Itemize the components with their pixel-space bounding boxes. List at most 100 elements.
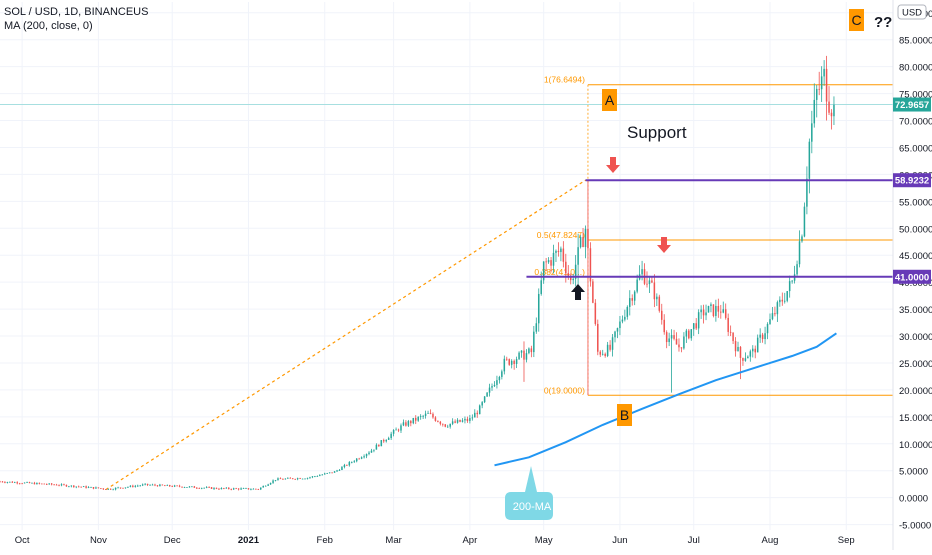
candle-body	[577, 247, 579, 265]
candle-body	[688, 330, 690, 339]
candle	[815, 84, 818, 118]
candle-body	[178, 485, 181, 487]
candle	[439, 420, 442, 426]
candle	[18, 482, 21, 485]
candle-body	[11, 481, 14, 483]
candle-body	[282, 478, 284, 480]
candle	[592, 279, 594, 304]
candle-body	[122, 487, 124, 489]
candle-body	[722, 309, 725, 313]
candle	[215, 487, 218, 490]
candle	[316, 475, 319, 477]
candle-body	[188, 486, 191, 488]
candle-body	[530, 348, 533, 353]
candle-body	[678, 344, 680, 348]
candle	[360, 456, 363, 460]
candle	[390, 431, 392, 440]
time-tick-label: Oct	[15, 535, 30, 546]
candle	[333, 471, 336, 473]
ma-200-polyline	[494, 332, 837, 467]
candle-body	[205, 487, 208, 488]
candle-body	[237, 488, 240, 490]
candle-body	[247, 488, 250, 490]
candle-body	[137, 485, 139, 487]
candle	[414, 415, 417, 425]
candle-body	[619, 321, 621, 329]
candle	[756, 334, 759, 353]
candle-body	[523, 350, 525, 360]
candle-body	[360, 457, 363, 459]
candle-body	[53, 484, 55, 486]
label-c-box	[849, 9, 864, 31]
candle	[663, 314, 665, 335]
candle	[427, 410, 429, 414]
candle	[510, 359, 513, 369]
candle-body	[702, 309, 705, 316]
candle	[346, 464, 348, 466]
time-tick-label: Dec	[164, 535, 181, 546]
candle-body	[466, 418, 469, 421]
candle-body	[287, 477, 289, 479]
candle	[141, 483, 144, 487]
question-marks: ??	[874, 14, 892, 31]
candle	[638, 265, 641, 281]
candle-body	[496, 380, 498, 385]
candle-body	[788, 281, 791, 292]
support-badge-label: 58.9232	[895, 176, 929, 187]
candle	[85, 485, 87, 489]
candle	[58, 484, 60, 487]
candle	[506, 356, 508, 361]
indicator-legend: MA (200, close, 0)	[4, 20, 93, 32]
candle	[250, 488, 252, 491]
candle-body	[712, 304, 715, 316]
candle	[164, 484, 166, 487]
candle	[95, 486, 97, 489]
candle	[1, 481, 4, 483]
candle-body	[656, 296, 658, 300]
candle-body	[250, 489, 252, 491]
candle-body	[754, 348, 756, 353]
candle	[97, 487, 100, 489]
candle	[230, 488, 233, 491]
candle	[752, 345, 754, 358]
candle-body	[328, 472, 331, 474]
candle-body	[323, 473, 326, 475]
label-c-text: C	[851, 12, 861, 28]
candle-body	[60, 484, 63, 486]
ma-callout: 200-MA	[505, 466, 553, 520]
candle-body	[557, 250, 560, 253]
candle	[432, 412, 434, 419]
candle-body	[720, 311, 722, 313]
candle	[444, 424, 447, 428]
candle	[513, 359, 515, 370]
candle-body	[506, 358, 508, 360]
candle-body	[208, 487, 210, 488]
candle-body	[43, 483, 46, 485]
candle-body	[756, 337, 759, 353]
candle	[808, 138, 811, 194]
candle	[196, 486, 198, 490]
candle	[542, 261, 545, 284]
candle	[53, 483, 55, 486]
candle	[365, 453, 368, 459]
candle-body	[783, 300, 786, 302]
candle	[601, 349, 604, 356]
candle-body	[407, 421, 410, 426]
candle	[587, 180, 589, 396]
candle	[284, 478, 287, 480]
candle	[697, 309, 700, 335]
candle	[673, 329, 675, 341]
candle	[434, 416, 437, 422]
candle	[77, 485, 80, 488]
candle-body	[491, 386, 493, 388]
candle-body	[203, 487, 205, 489]
ma-200-line	[494, 332, 837, 467]
candle-body	[513, 360, 515, 364]
candle-body	[326, 472, 328, 474]
candle-body	[579, 237, 582, 248]
candle	[646, 271, 648, 288]
symbol-title: SOL / USD, 1D, BINANCEUS	[4, 6, 149, 18]
candle	[491, 383, 493, 391]
